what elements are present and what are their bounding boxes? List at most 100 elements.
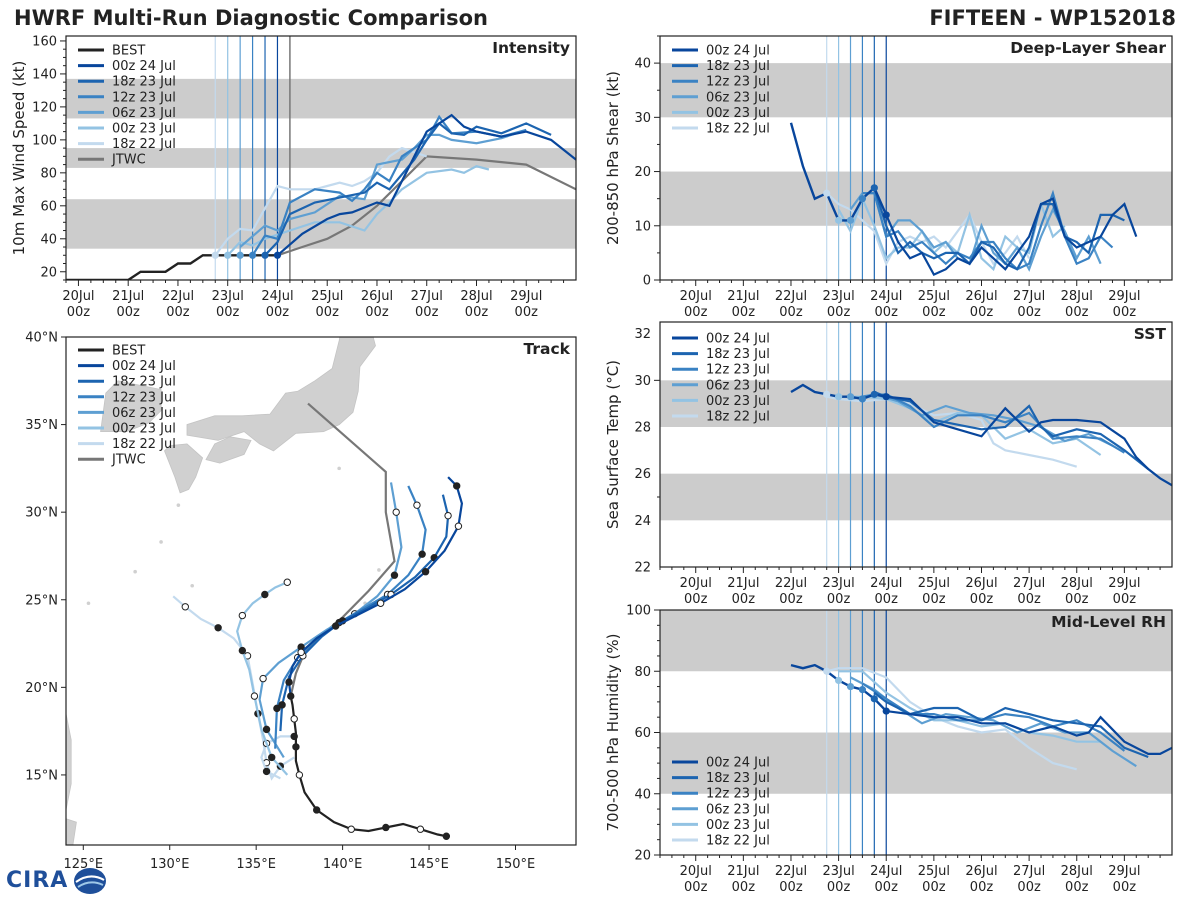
rh-ytick-label: 40	[634, 787, 651, 802]
intensity-series-jtwc	[277, 155, 576, 257]
intensity-ytick-label: 140	[32, 67, 57, 82]
sst-xtick-label: 00z	[1065, 592, 1089, 607]
sst-xtick-label: 29Jul	[1108, 576, 1140, 591]
shear-xtick-label: 00z	[875, 305, 899, 320]
track-best-marker	[287, 692, 295, 700]
intensity-xtick-label: 00z	[67, 305, 91, 320]
rh-xtick-label: 00z	[684, 880, 708, 895]
track-daily-marker	[268, 753, 276, 762]
track-jtwc	[289, 402, 396, 697]
track-legend-label: BEST	[112, 344, 145, 359]
shear-xtick-label: 23Jul	[822, 289, 854, 304]
land-shape	[100, 380, 162, 432]
intensity-xtick-label: 22Jul	[162, 289, 194, 304]
shear-series-run	[862, 189, 1114, 271]
land-shape	[186, 337, 376, 452]
storm-id: FIFTEEN - WP152018	[929, 6, 1176, 30]
sst-init-marker	[835, 393, 843, 401]
sst-xtick-label: 00z	[779, 592, 803, 607]
sst-xtick-label: 25Jul	[918, 576, 950, 591]
land-shape	[164, 443, 204, 494]
sst-legend-label: 12z 23 Jul	[706, 363, 770, 378]
intensity-xtick-label: 00z	[316, 305, 340, 320]
track-daily-marker	[421, 568, 430, 576]
intensity-xtick-label: 25Jul	[311, 289, 343, 304]
sst-ytick-label: 28	[634, 421, 651, 436]
rh-legend-label: 18z 23 Jul	[706, 771, 770, 786]
track-best-marker	[347, 825, 355, 833]
intensity-ytick-label: 20	[40, 265, 57, 280]
sst-init-marker	[882, 393, 890, 401]
island-shape	[176, 503, 181, 507]
island-shape	[337, 466, 341, 471]
intensity-xtick-label: 00z	[117, 305, 141, 320]
track-daily-marker	[297, 648, 305, 657]
sst-xtick-label: 00z	[1113, 592, 1137, 607]
land-shape	[66, 713, 72, 811]
intensity-series-run	[251, 114, 527, 256]
shear-legend-label: 18z 23 Jul	[706, 59, 770, 74]
shear-init-marker	[882, 211, 890, 219]
rh-xtick-label: 00z	[1017, 880, 1041, 895]
shear-ytick-label: 20	[634, 165, 651, 180]
track-daily-marker	[331, 622, 340, 630]
track-daily-marker	[278, 701, 286, 709]
intensity-ytick-label: 80	[40, 166, 57, 181]
rh-xtick-label: 21Jul	[727, 864, 759, 879]
intensity-threshold-band	[66, 78, 576, 119]
rh-xtick-label: 22Jul	[775, 864, 807, 879]
track-legend-label: JTWC	[111, 453, 146, 468]
track-daily-marker	[392, 508, 400, 516]
rh-xtick-label: 00z	[827, 880, 851, 895]
intensity-legend-label: 18z 22 Jul	[112, 137, 176, 152]
track-daily-marker	[250, 692, 259, 700]
track-daily-marker	[418, 550, 426, 558]
track-daily-marker	[214, 624, 222, 632]
rh-xtick-label: 00z	[732, 880, 756, 895]
track-ytick-label: 30°N	[25, 506, 58, 521]
intensity-init-marker	[236, 251, 244, 259]
sst-series-run	[850, 393, 1113, 447]
track-xtick-label: 125°E	[64, 857, 104, 872]
rh-panel-title: Mid-Level RH	[1051, 613, 1166, 631]
intensity-init-marker	[248, 251, 257, 259]
intensity-legend-label: 00z 23 Jul	[112, 122, 176, 137]
shear-legend-label: 18z 22 Jul	[706, 122, 770, 137]
rh-xtick-label: 28Jul	[1061, 864, 1093, 879]
track-best-marker	[292, 743, 300, 751]
sst-lines	[790, 383, 1172, 487]
sst-ytick-label: 24	[634, 514, 651, 529]
track-daily-marker	[238, 611, 247, 620]
track-daily-marker	[454, 522, 463, 530]
intensity-xtick-label: 23Jul	[212, 289, 244, 304]
intensity-legend-label: BEST	[112, 44, 145, 59]
track-legend-label: 00z 23 Jul	[112, 422, 176, 437]
intensity-xtick-label: 00z	[465, 305, 489, 320]
shear-ylabel: 200-850 hPa Shear (kt)	[604, 71, 622, 245]
sst-xtick-label: 00z	[732, 592, 756, 607]
track-series-run	[172, 595, 295, 781]
intensity-ytick-label: 60	[40, 199, 57, 214]
sst-ytick-label: 26	[634, 467, 651, 482]
sst-xtick-label: 00z	[922, 592, 946, 607]
shear-axes-frame	[659, 35, 1173, 281]
track-legend-label: 18z 22 Jul	[112, 437, 176, 452]
shear-xtick-label: 28Jul	[1061, 289, 1093, 304]
track-xtick-label: 140°E	[323, 857, 363, 872]
rh-init-marker	[835, 676, 843, 685]
intensity-axes-frame	[65, 35, 577, 281]
shear-xtick-label: 00z	[732, 305, 756, 320]
intensity-ytick-label: 100	[32, 133, 57, 148]
sst-ytick-label: 30	[634, 374, 651, 389]
track-series-run	[279, 494, 450, 732]
shear-ytick-label: 30	[634, 111, 651, 126]
sst-xtick-label: 21Jul	[727, 576, 759, 591]
intensity-ytick-label: 120	[32, 100, 57, 115]
figure-title: HWRF Multi-Run Diagnostic Comparison	[14, 6, 489, 30]
sst-series-run	[886, 395, 1172, 487]
sst-series-run	[838, 395, 1102, 456]
intensity-series-run	[276, 113, 576, 257]
shear-xtick-label: 00z	[827, 305, 851, 320]
track-panel: 125°E 130°E 135°E 140°E 145°E 150°E 15°N 20°N 25…	[25, 331, 577, 872]
track-legend-label: 00z 24 Jul	[112, 359, 176, 374]
